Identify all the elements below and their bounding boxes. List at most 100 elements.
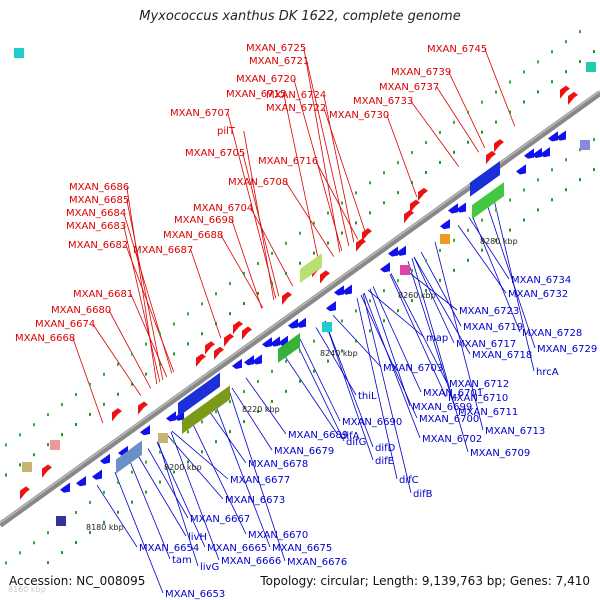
- forward-gene-arrow[interactable]: [282, 291, 292, 305]
- reverse-gene-arrow[interactable]: [252, 354, 262, 365]
- gene-box[interactable]: [56, 516, 66, 526]
- reverse-gene-arrow[interactable]: [326, 301, 336, 312]
- reverse-gene-arrow[interactable]: [76, 476, 86, 487]
- forward-gene-label[interactable]: MXAN_6733: [353, 96, 413, 107]
- forward-gene-arrow[interactable]: [214, 346, 224, 360]
- reverse-gene-label[interactable]: MXAN_6710: [448, 393, 508, 404]
- forward-gene-arrow[interactable]: [320, 270, 330, 284]
- gene-box[interactable]: [22, 462, 32, 472]
- forward-gene-arrow[interactable]: [242, 326, 252, 340]
- forward-gene-label[interactable]: MXAN_6716: [258, 156, 318, 167]
- reverse-gene-label[interactable]: difE: [375, 456, 394, 467]
- gene-block[interactable]: [178, 372, 220, 417]
- reverse-gene-label[interactable]: difA: [340, 431, 360, 442]
- reverse-gene-arrow[interactable]: [540, 147, 550, 158]
- forward-gene-label[interactable]: MXAN_6680: [51, 305, 111, 316]
- reverse-gene-label[interactable]: MXAN_6689: [288, 430, 348, 441]
- reverse-gene-label[interactable]: MXAN_6667: [190, 514, 250, 525]
- forward-gene-label[interactable]: MXAN_6721: [249, 56, 309, 67]
- gene-box[interactable]: [400, 265, 410, 275]
- reverse-gene-arrow[interactable]: [440, 219, 450, 230]
- gene-box[interactable]: [50, 440, 60, 450]
- forward-gene-label[interactable]: MXAN_6708: [228, 177, 288, 188]
- forward-gene-label[interactable]: MXAN_6720: [236, 74, 296, 85]
- forward-gene-label[interactable]: MXAN_6668: [15, 333, 75, 344]
- forward-gene-label[interactable]: MXAN_6705: [185, 148, 245, 159]
- reverse-gene-arrow[interactable]: [244, 355, 254, 366]
- reverse-gene-label[interactable]: MXAN_6709: [470, 448, 530, 459]
- reverse-gene-label[interactable]: MXAN_6690: [342, 417, 402, 428]
- reverse-gene-label[interactable]: MXAN_6678: [248, 459, 308, 470]
- forward-gene-label[interactable]: MXAN_6688: [163, 230, 223, 241]
- reverse-gene-label[interactable]: MXAN_6675: [272, 543, 332, 554]
- reverse-gene-label[interactable]: MXAN_6711: [458, 407, 518, 418]
- reverse-gene-label[interactable]: MXAN_6653: [165, 589, 225, 600]
- gene-box[interactable]: [322, 322, 332, 332]
- reverse-gene-arrow[interactable]: [270, 336, 280, 347]
- forward-gene-arrow[interactable]: [138, 401, 148, 415]
- reverse-gene-label[interactable]: MXAN_6677: [230, 475, 290, 486]
- reverse-gene-arrow[interactable]: [448, 203, 458, 214]
- reverse-gene-label[interactable]: thiL: [358, 391, 377, 402]
- gene-box[interactable]: [14, 48, 24, 58]
- forward-gene-label[interactable]: MXAN_6681: [73, 289, 133, 300]
- forward-gene-arrow[interactable]: [196, 353, 206, 367]
- gene-block[interactable]: [182, 385, 230, 434]
- reverse-gene-label[interactable]: MXAN_6717: [456, 339, 516, 350]
- reverse-gene-label[interactable]: MXAN_6670: [248, 530, 308, 541]
- forward-gene-label[interactable]: MXAN_6684: [66, 208, 126, 219]
- forward-gene-label[interactable]: MXAN_6686: [69, 182, 129, 193]
- forward-gene-arrow[interactable]: [418, 187, 428, 202]
- forward-gene-arrow[interactable]: [356, 238, 366, 252]
- reverse-gene-label[interactable]: difD: [375, 443, 396, 454]
- gene-block[interactable]: [116, 440, 142, 474]
- reverse-gene-label[interactable]: MXAN_6700: [419, 414, 479, 425]
- reverse-gene-label[interactable]: MXAN_6654: [139, 543, 199, 554]
- reverse-gene-label[interactable]: difB: [413, 489, 433, 500]
- forward-gene-arrow[interactable]: [205, 341, 215, 355]
- forward-gene-label[interactable]: MXAN_6704: [193, 203, 253, 214]
- forward-gene-arrow[interactable]: [494, 139, 504, 153]
- forward-gene-arrow[interactable]: [560, 85, 570, 99]
- reverse-gene-arrow[interactable]: [456, 202, 466, 213]
- reverse-gene-label[interactable]: MXAN_6713: [485, 426, 545, 437]
- reverse-gene-label[interactable]: livH: [188, 532, 207, 543]
- gene-block[interactable]: [472, 182, 504, 220]
- reverse-gene-label[interactable]: difC: [399, 475, 419, 486]
- forward-gene-label[interactable]: MXAN_6724: [266, 90, 326, 101]
- reverse-gene-label[interactable]: hrcA: [536, 367, 559, 378]
- forward-gene-arrow[interactable]: [410, 199, 420, 213]
- forward-gene-arrow[interactable]: [112, 408, 122, 422]
- reverse-gene-arrow[interactable]: [388, 246, 398, 257]
- forward-gene-arrow[interactable]: [20, 486, 30, 500]
- reverse-gene-label[interactable]: MXAN_6679: [274, 446, 334, 457]
- reverse-gene-arrow[interactable]: [262, 337, 272, 348]
- reverse-gene-label[interactable]: MXAN_6732: [508, 289, 568, 300]
- reverse-gene-arrow[interactable]: [334, 285, 344, 296]
- forward-gene-label[interactable]: MXAN_6737: [379, 82, 439, 93]
- reverse-gene-label[interactable]: MXAN_6666: [221, 556, 281, 567]
- forward-gene-label[interactable]: MXAN_6715: [226, 89, 286, 100]
- forward-gene-arrow[interactable]: [362, 228, 372, 242]
- reverse-gene-label[interactable]: MXAN_6699: [412, 402, 472, 413]
- reverse-gene-arrow[interactable]: [60, 482, 70, 493]
- gene-box[interactable]: [440, 234, 450, 244]
- forward-gene-label[interactable]: MXAN_6683: [66, 221, 126, 232]
- forward-gene-label[interactable]: MXAN_6707: [170, 108, 230, 119]
- reverse-gene-label[interactable]: difG: [346, 437, 366, 448]
- reverse-gene-label[interactable]: MXAN_6723: [459, 306, 519, 317]
- forward-gene-label[interactable]: MXAN_6698: [174, 215, 234, 226]
- reverse-gene-arrow[interactable]: [380, 262, 390, 273]
- reverse-gene-label[interactable]: MXAN_6734: [511, 275, 571, 286]
- reverse-gene-arrow[interactable]: [548, 131, 558, 142]
- forward-gene-label[interactable]: pilT: [217, 126, 236, 137]
- gene-block[interactable]: [470, 161, 500, 197]
- reverse-gene-label[interactable]: MXAN_6729: [537, 344, 597, 355]
- forward-gene-label[interactable]: MXAN_6674: [35, 319, 95, 330]
- reverse-gene-label[interactable]: MXAN_6728: [522, 328, 582, 339]
- reverse-gene-arrow[interactable]: [288, 318, 298, 329]
- reverse-gene-arrow[interactable]: [232, 358, 242, 369]
- reverse-gene-arrow[interactable]: [140, 425, 150, 436]
- reverse-gene-label[interactable]: MXAN_6676: [287, 557, 347, 568]
- gene-block[interactable]: [300, 253, 322, 283]
